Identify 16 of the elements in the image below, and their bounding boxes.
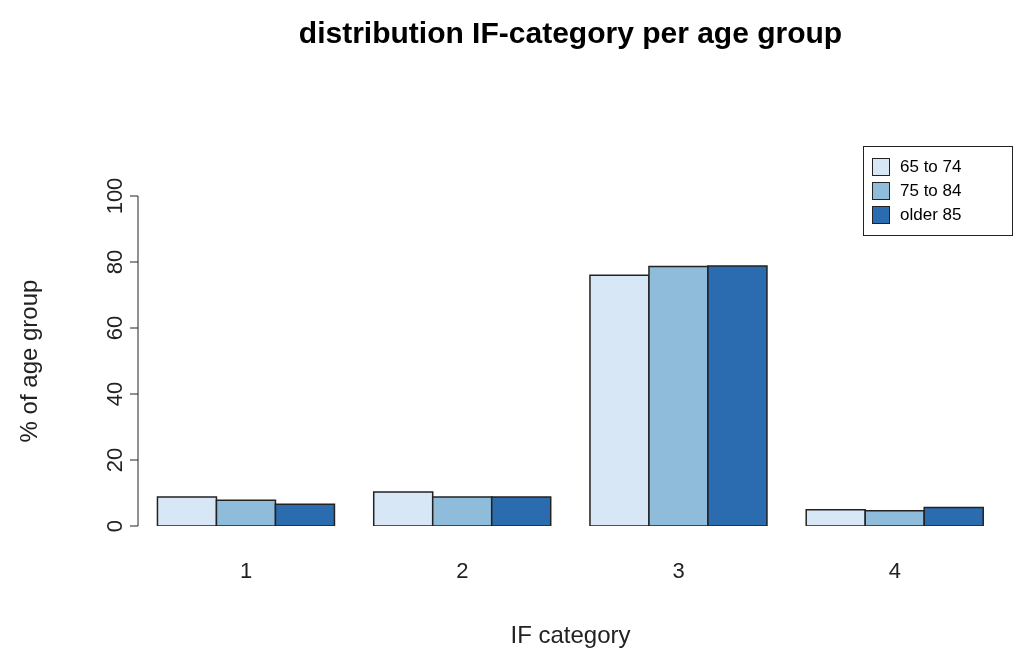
- y-tick-label: 100: [102, 177, 127, 215]
- legend-label: 75 to 84: [900, 181, 962, 201]
- y-tick-label: 0: [102, 519, 127, 533]
- x-tick-label: 4: [888, 557, 901, 583]
- y-tick-label: 80: [102, 249, 127, 275]
- y-tick-label: 60: [102, 315, 127, 341]
- x-axis-title: IF category: [510, 621, 631, 649]
- x-tick-label: 3: [672, 557, 685, 583]
- chart-title: distribution IF-category per age group: [297, 15, 844, 51]
- y-tick-label: 40: [102, 381, 127, 407]
- x-tick-label: 1: [240, 557, 253, 583]
- x-tick-label: 2: [456, 557, 469, 583]
- y-axis-title: % of age group: [14, 279, 42, 443]
- legend-label: older 85: [900, 205, 962, 225]
- y-tick-label: 20: [102, 447, 127, 473]
- legend-label: 65 to 74: [900, 157, 962, 177]
